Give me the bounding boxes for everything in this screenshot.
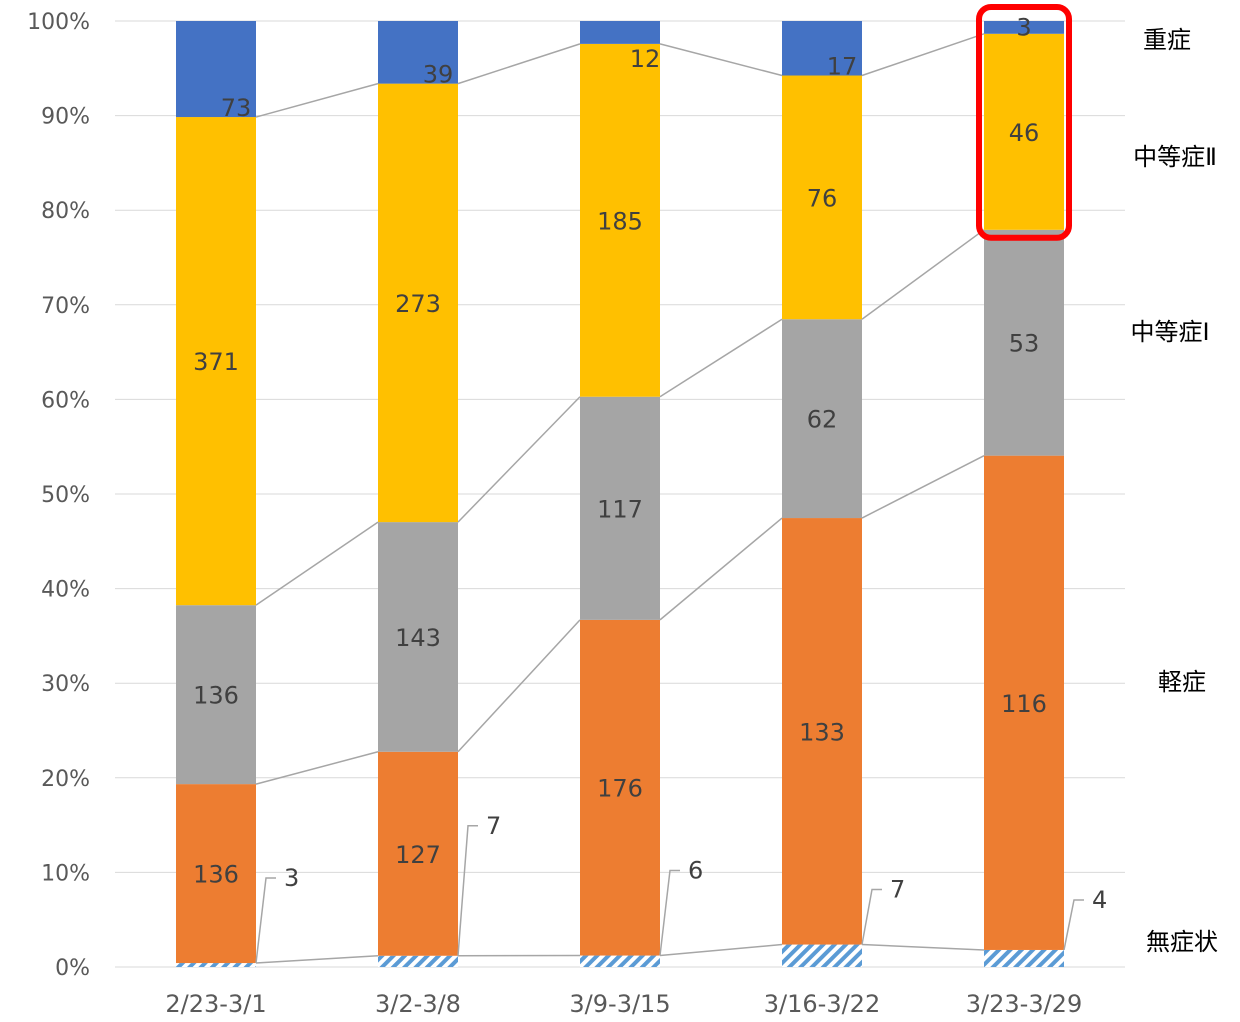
- series-line: [255, 82, 379, 118]
- y-tick-label: 10%: [41, 861, 90, 886]
- series-name-label: 重症: [1143, 26, 1191, 54]
- bar-segment: [378, 21, 458, 84]
- series-line: [861, 229, 985, 320]
- callout-line: [861, 888, 882, 945]
- series-name-label: 軽症: [1158, 668, 1206, 696]
- series-line: [659, 943, 783, 957]
- bar-segment: [984, 229, 1064, 456]
- bar-segment: [176, 784, 256, 964]
- y-tick-label: 100%: [27, 10, 90, 35]
- data-label: 53: [1009, 330, 1040, 358]
- x-tick-label: 2/23-3/1: [165, 990, 266, 1018]
- bar-segment: [984, 949, 1064, 967]
- bar-segment: [378, 83, 458, 523]
- y-tick-label: 0%: [55, 956, 90, 981]
- data-label: 371: [193, 348, 239, 376]
- bar-segment: [378, 955, 458, 967]
- data-label: 117: [597, 495, 643, 523]
- series-line: [659, 43, 783, 77]
- series-line: [861, 33, 985, 77]
- series-name-label: 中等症Ⅱ: [1133, 143, 1217, 171]
- x-tick-label: 3/9-3/15: [569, 990, 670, 1018]
- series-line: [659, 318, 783, 398]
- bar-segment: [378, 751, 458, 956]
- y-tick-label: 20%: [41, 767, 90, 792]
- data-label: 7: [486, 812, 501, 840]
- series-line: [457, 619, 581, 753]
- data-label: 17: [827, 53, 858, 81]
- bar-segment: [782, 944, 862, 967]
- bar-segment: [580, 619, 660, 956]
- highlight-box: [976, 4, 1072, 241]
- data-label: 3: [1016, 14, 1031, 42]
- data-label: 7: [890, 876, 905, 904]
- bar-segment: [176, 963, 256, 967]
- callout-line: [1063, 899, 1084, 951]
- y-tick-label: 30%: [41, 672, 90, 697]
- series-line: [255, 521, 379, 606]
- series-name-label: 無症状: [1146, 928, 1218, 956]
- bar-segment: [176, 21, 256, 118]
- y-tick-label: 60%: [41, 388, 90, 413]
- data-label: 76: [807, 184, 838, 212]
- series-line: [255, 751, 379, 785]
- data-label: 4: [1092, 886, 1107, 914]
- callout-line: [457, 825, 478, 956]
- bar-segment: [782, 518, 862, 945]
- bar-segment: [782, 75, 862, 320]
- bar-segment: [580, 396, 660, 620]
- series-line: [861, 943, 985, 951]
- callout-line: [659, 869, 680, 956]
- bar-segment: [782, 319, 862, 519]
- data-label: 127: [395, 841, 441, 869]
- series-line: [861, 454, 985, 519]
- data-label: 62: [807, 406, 838, 434]
- data-label: 176: [597, 775, 643, 803]
- series-line: [457, 396, 581, 523]
- bar-segment: [984, 33, 1064, 230]
- y-tick-label: 40%: [41, 578, 90, 603]
- data-label: 3: [284, 864, 299, 892]
- y-tick-label: 90%: [41, 105, 90, 130]
- bar-segment: [378, 522, 458, 752]
- data-label: 185: [597, 207, 643, 235]
- bar-segment: [984, 455, 1064, 950]
- data-label: 133: [799, 718, 845, 746]
- x-tick-label: 3/23-3/29: [966, 990, 1082, 1018]
- data-label: 6: [688, 857, 703, 885]
- series-name-label: 中等症Ⅰ: [1130, 318, 1209, 346]
- series-line: [659, 517, 783, 621]
- series-line: [457, 43, 581, 85]
- y-tick-label: 70%: [41, 294, 90, 319]
- data-label: 136: [193, 682, 239, 710]
- data-label: 273: [395, 290, 441, 318]
- data-label: 12: [630, 45, 661, 73]
- bar-segment: [580, 955, 660, 967]
- x-tick-label: 3/16-3/22: [764, 990, 880, 1018]
- bar-segment: [984, 21, 1064, 34]
- series-line: [255, 955, 379, 964]
- data-label: 73: [221, 94, 252, 122]
- data-label: 143: [395, 624, 441, 652]
- data-label: 46: [1009, 119, 1040, 147]
- y-tick-label: 50%: [41, 483, 90, 508]
- bar-segment: [580, 21, 660, 44]
- data-label: 136: [193, 861, 239, 889]
- y-tick-label: 80%: [41, 199, 90, 224]
- data-label: 116: [1001, 690, 1047, 718]
- callout-line: [255, 877, 276, 964]
- data-label: 39: [423, 61, 454, 89]
- bar-segment: [176, 117, 256, 606]
- x-tick-label: 3/2-3/8: [375, 990, 461, 1018]
- bar-segment: [782, 21, 862, 76]
- bar-segment: [580, 43, 660, 397]
- bar-segment: [176, 605, 256, 785]
